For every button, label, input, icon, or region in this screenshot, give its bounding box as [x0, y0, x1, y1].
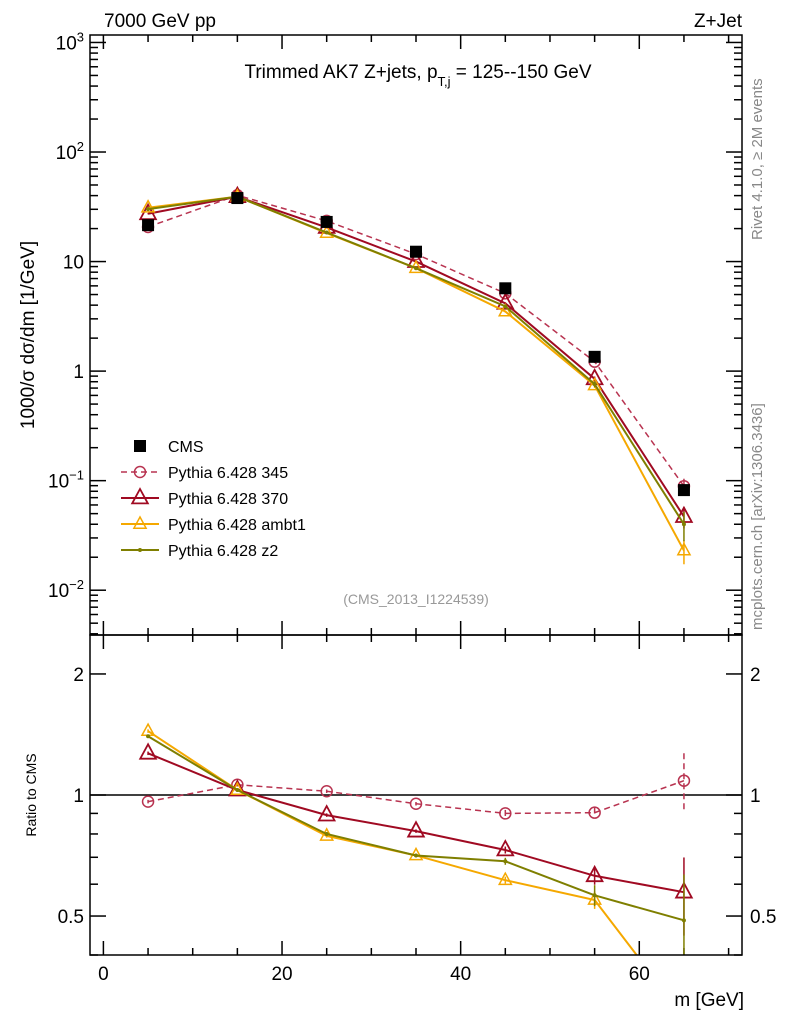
data-point-triangle: [495, 839, 515, 857]
legend-label: Pythia 6.428 370: [168, 491, 288, 508]
data-point-dot: [146, 734, 151, 739]
data-point-square: [231, 192, 244, 205]
data-point-square: [499, 282, 512, 295]
y-tick-label: 10−2: [48, 577, 84, 602]
legend-label: Pythia 6.428 ambt1: [168, 517, 306, 534]
ratio-line: [147, 730, 638, 955]
y-tick-label: 103: [56, 29, 84, 54]
series-line: [147, 194, 685, 487]
data-point-triangle: [406, 820, 426, 838]
y-tick-label: 102: [56, 139, 84, 164]
data-point-circle: [677, 774, 691, 787]
ratio-ylabel: Ratio to CMS: [23, 753, 39, 836]
data-point-circle: [499, 807, 512, 820]
data-point-triangle: [587, 376, 602, 391]
ratio-series: [140, 722, 690, 1021]
data-point-triangle: [130, 487, 150, 505]
plot-title: Trimmed AK7 Z+jets, pT,j = 125--150 GeV: [244, 62, 591, 89]
y-tick-label-right: 0.5: [750, 907, 776, 928]
data-point-triangle: [585, 864, 604, 883]
data-point-dot: [146, 207, 151, 212]
ratio-series: [141, 753, 691, 820]
legend-item: Pythia 6.428 z2: [121, 543, 278, 560]
legend-item: Pythia 6.428 370: [121, 487, 288, 508]
ratio-panel: 0 20 40 60 2 2 1 1 0.5 0.5: [58, 635, 776, 1021]
data-point-circle: [133, 465, 147, 479]
y-tick-label: 10: [63, 253, 84, 274]
data-point-square: [142, 219, 155, 232]
data-point-square: [410, 245, 422, 258]
data-point-triangle: [497, 871, 513, 886]
legend-label: CMS: [168, 439, 204, 456]
data-point-square: [677, 484, 690, 497]
y-tick-label: 10−1: [48, 468, 84, 493]
ratio-frame: [89, 634, 743, 956]
ratio-line: [147, 735, 685, 922]
data-point-dot: [592, 893, 597, 898]
y-tick-label-left: 1: [73, 786, 84, 807]
data-point-circle: [141, 795, 155, 808]
data-point-triangle: [317, 804, 337, 822]
data-point-dot: [235, 788, 240, 793]
legend-item: Pythia 6.428 ambt1: [121, 515, 306, 534]
main-data: [138, 185, 694, 565]
data-point-dot: [324, 831, 329, 836]
data-point-circle: [320, 784, 333, 798]
x-tick-label: 40: [450, 964, 471, 985]
y-tick-label-right: 1: [750, 786, 761, 807]
data-point-triangle: [495, 292, 515, 310]
ratio-series: [138, 742, 694, 936]
series-pythia-6-428-345: [141, 189, 691, 496]
y-tick-label-right: 2: [750, 665, 761, 686]
data-point-dot: [324, 230, 329, 235]
data-point-triangle: [678, 1010, 690, 1021]
data-point-triangle: [132, 515, 148, 529]
data-point-dot: [681, 522, 686, 527]
y-tick-label-left: 2: [73, 665, 84, 686]
series-cms: [142, 192, 690, 497]
header-left: 7000 GeV pp: [104, 11, 216, 32]
data-point-dot: [503, 859, 508, 864]
legend-label: Pythia 6.428 z2: [168, 543, 278, 560]
ratio-data: [138, 722, 694, 1021]
legend-label: Pythia 6.428 345: [168, 465, 288, 482]
x-axis-label: m [GeV]: [674, 990, 744, 1011]
side-text-bottom: mcplots.cern.ch [arXiv:1306.3436]: [749, 403, 766, 630]
data-point-square: [588, 350, 601, 363]
data-point-dot: [414, 266, 418, 271]
x-tick-label: 20: [271, 964, 292, 985]
data-point-dot: [503, 304, 508, 309]
data-point-dot: [592, 382, 597, 387]
data-point-dot: [138, 548, 142, 552]
watermark: (CMS_2013_I1224539): [343, 591, 489, 607]
data-point-triangle: [140, 199, 156, 213]
legend: CMS Pythia 6.428 345 Pythia 6.428 370 Pythi…: [121, 439, 306, 560]
x-tick-label: 60: [629, 964, 650, 985]
legend-item: CMS: [134, 439, 204, 456]
legend-item: Pythia 6.428 345: [121, 465, 288, 482]
data-point-square: [320, 215, 333, 228]
ratio-series: [146, 734, 686, 955]
y-tick-label-left: 0.5: [58, 907, 84, 928]
data-point-dot: [681, 918, 686, 923]
header-right: Z+Jet: [694, 11, 743, 32]
side-text-top: Rivet 4.1.0, ≥ 2M events: [749, 78, 766, 240]
y-tick-label: 1: [73, 362, 84, 383]
data-point-circle: [409, 797, 423, 810]
data-point-square: [134, 440, 146, 452]
data-point-triangle: [676, 542, 692, 556]
data-point-triangle: [138, 742, 158, 760]
x-tick-label: 0: [98, 964, 109, 985]
data-point-dot: [414, 853, 418, 858]
data-point-circle: [588, 806, 601, 819]
main-ylabel: 1000/σ dσ/dm [1/GeV]: [18, 241, 39, 429]
